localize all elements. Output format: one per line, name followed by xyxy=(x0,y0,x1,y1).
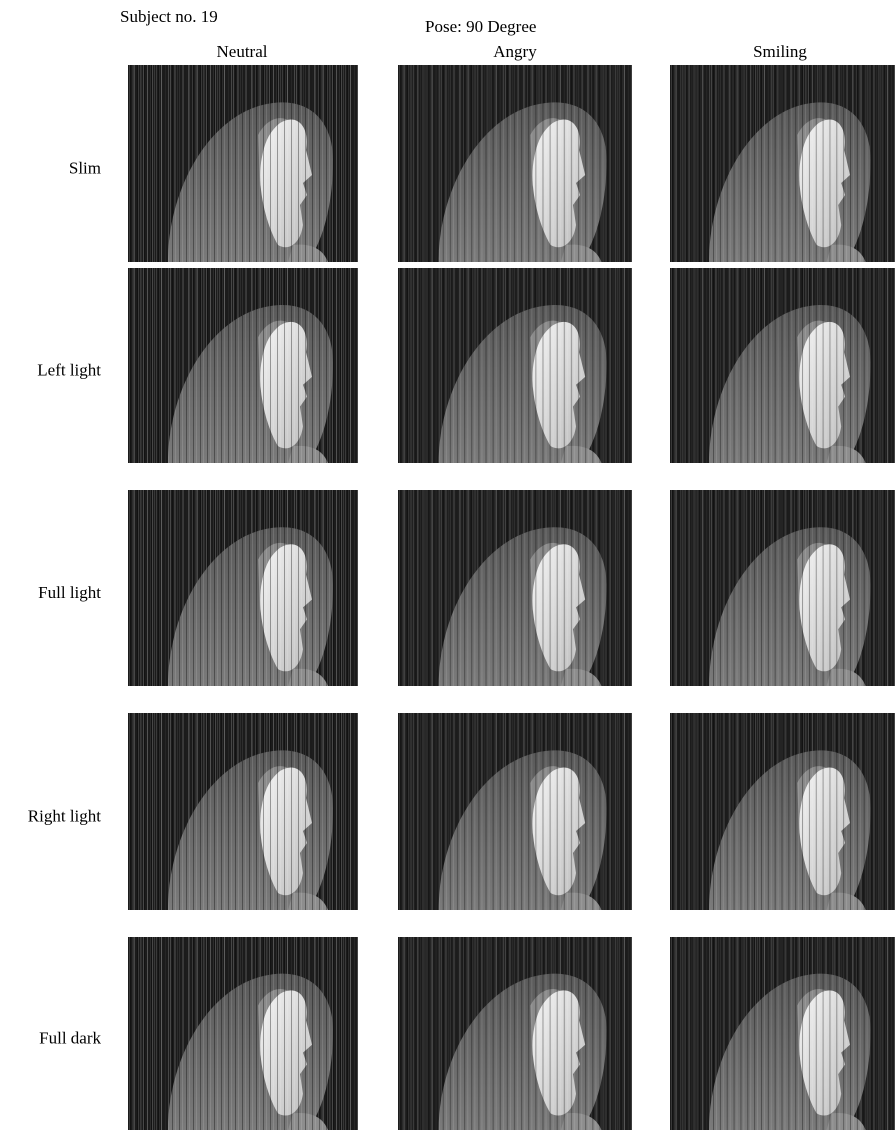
face-image xyxy=(398,937,632,1130)
face-image xyxy=(128,490,358,686)
face-image xyxy=(670,490,895,686)
subject-label: Subject no. 19 xyxy=(120,7,218,26)
row-label: Full dark xyxy=(39,1028,101,1047)
face-image xyxy=(398,490,632,686)
column-header: Smiling xyxy=(753,42,807,61)
face-image xyxy=(128,65,358,262)
face-image xyxy=(128,937,358,1130)
face-image xyxy=(398,65,632,262)
column-header: Neutral xyxy=(217,42,268,61)
row-label: Full light xyxy=(38,583,101,602)
face-image xyxy=(128,268,358,463)
row-label: Slim xyxy=(69,158,101,177)
face-image xyxy=(398,268,632,463)
face-image xyxy=(128,713,358,910)
row-label: Left light xyxy=(37,360,101,379)
face-image xyxy=(670,65,895,262)
column-header: Angry xyxy=(493,42,537,61)
figure: Subject no. 19 Pose: 90 Degree Neutral An… xyxy=(0,0,895,1130)
face-image xyxy=(670,937,895,1130)
face-image xyxy=(670,713,895,910)
face-image xyxy=(670,268,895,463)
face-image xyxy=(398,713,632,910)
row-label: Right light xyxy=(28,806,101,825)
page: Subject no. 19 Pose: 90 Degree Neutral An… xyxy=(0,0,895,1130)
pose-label: Pose: 90 Degree xyxy=(425,17,536,36)
